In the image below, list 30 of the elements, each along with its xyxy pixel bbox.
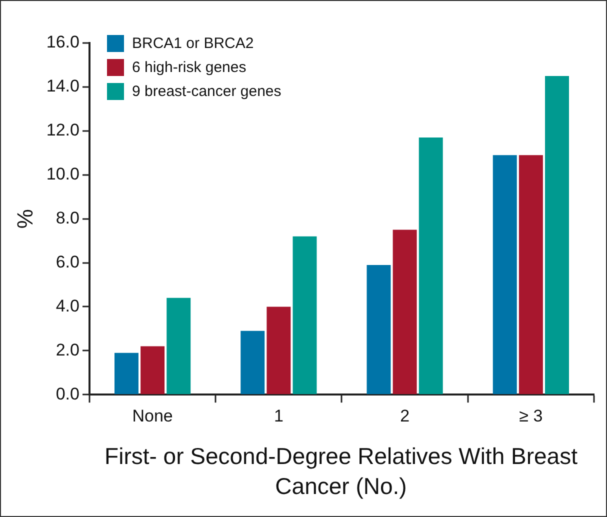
bar: [114, 352, 138, 394]
y-tick-label: 16.0: [46, 32, 80, 52]
y-tick-label: 0.0: [56, 384, 80, 404]
y-tick-label: 6.0: [56, 252, 80, 272]
bar: [492, 155, 517, 394]
y-tick-label: 2.0: [56, 340, 80, 360]
x-tick-label: ≥ 3: [519, 406, 543, 426]
bar: [240, 330, 265, 394]
y-tick-label: 12.0: [46, 120, 80, 140]
legend-label: BRCA1 or BRCA2: [132, 34, 254, 52]
y-tick-label: 8.0: [56, 208, 80, 228]
bar: [366, 264, 391, 394]
y-axis-title: %: [12, 209, 38, 229]
bar: [392, 230, 417, 394]
bar: [418, 137, 443, 394]
x-tick-label: 2: [400, 406, 410, 426]
y-tick-label: 14.0: [46, 76, 80, 96]
y-tick-label: 10.0: [46, 164, 80, 184]
x-axis-title: First- or Second-Degree Relatives With Breast Cancer (No.): [104, 442, 578, 501]
bar: [266, 306, 291, 394]
bar: [545, 76, 569, 394]
y-tick-label: 4.0: [56, 296, 80, 316]
bar: [518, 155, 543, 394]
x-tick-label: None: [132, 406, 173, 426]
bar: [292, 236, 317, 394]
bar: [166, 298, 191, 394]
x-tick-label: 1: [274, 406, 284, 426]
legend-label: 6 high-risk genes: [132, 58, 246, 76]
legend-label: 9 breast-cancer genes: [132, 82, 282, 100]
bar: [140, 346, 165, 394]
